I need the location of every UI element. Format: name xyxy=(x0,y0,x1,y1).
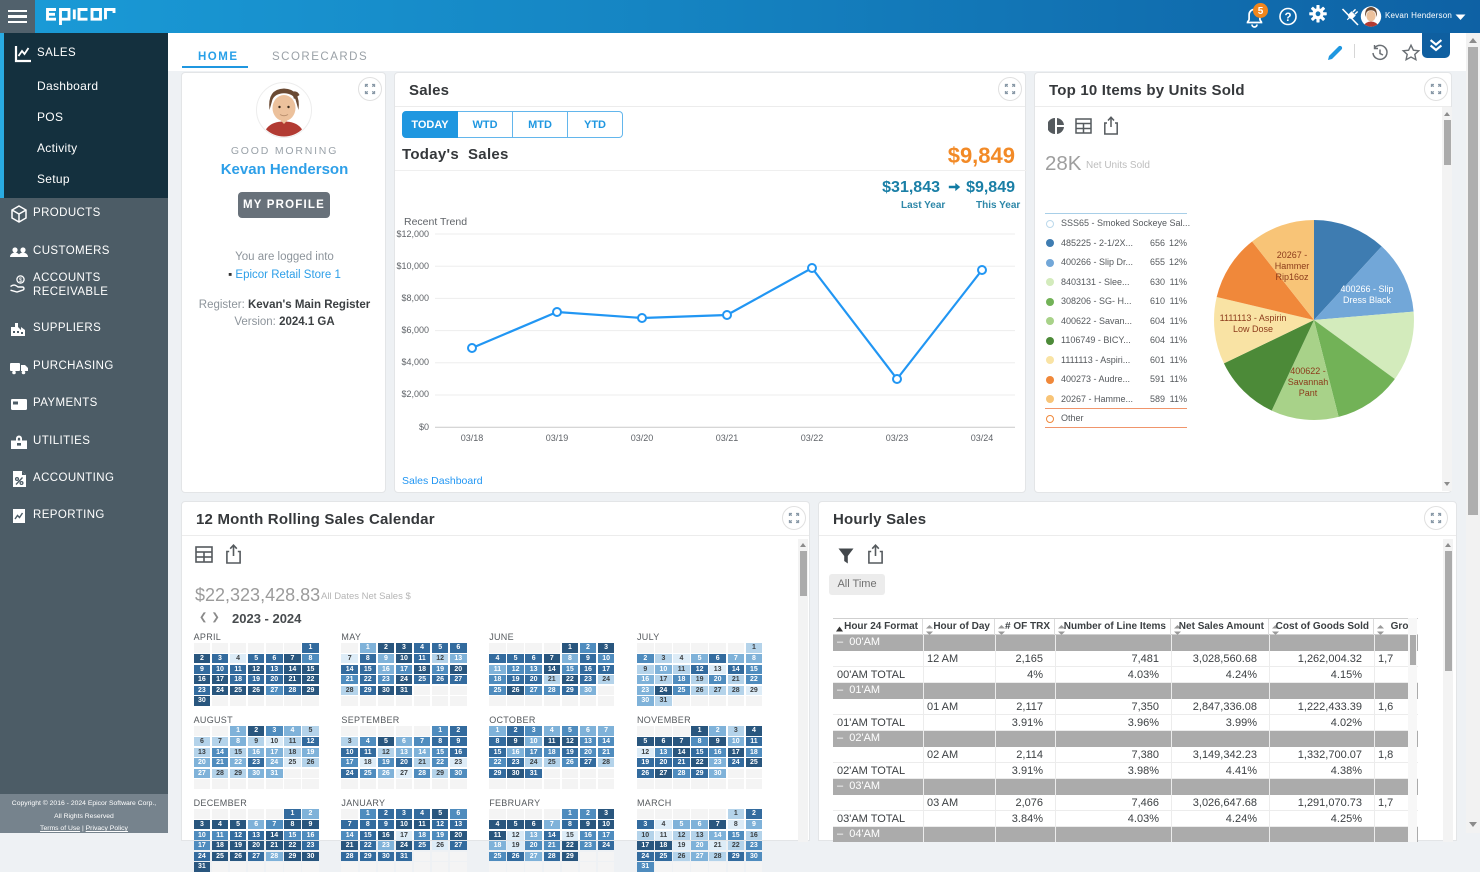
svg-text:03/24: 03/24 xyxy=(971,433,994,443)
svg-text:03/22: 03/22 xyxy=(801,433,824,443)
svg-text:?: ? xyxy=(1284,12,1291,24)
svg-text:$8,000: $8,000 xyxy=(401,293,429,303)
svg-text:400622 -: 400622 - xyxy=(1290,366,1326,376)
svg-text:03/20: 03/20 xyxy=(631,433,654,443)
svg-text:03/23: 03/23 xyxy=(886,433,909,443)
svg-text:1111113 - Aspirin: 1111113 - Aspirin xyxy=(1220,313,1287,323)
svg-text:Pant: Pant xyxy=(1299,388,1318,398)
svg-text:03/21: 03/21 xyxy=(716,433,739,443)
svg-text:400266 - Slip: 400266 - Slip xyxy=(1340,284,1393,294)
svg-text:$4,000: $4,000 xyxy=(401,357,429,367)
svg-text:Hammer: Hammer xyxy=(1275,261,1310,271)
svg-text:03/18: 03/18 xyxy=(461,433,484,443)
svg-text:$12,000: $12,000 xyxy=(396,229,429,239)
svg-text:Low Dose: Low Dose xyxy=(1233,324,1273,334)
svg-text:20267 -: 20267 - xyxy=(1277,250,1308,260)
svg-text:$0: $0 xyxy=(419,422,429,432)
svg-text:$6,000: $6,000 xyxy=(401,325,429,335)
svg-text:Dress Black: Dress Black xyxy=(1343,295,1392,305)
svg-text:Savannah: Savannah xyxy=(1288,377,1329,387)
svg-text:$: $ xyxy=(19,277,23,284)
svg-text:Rip16oz: Rip16oz xyxy=(1275,272,1309,282)
svg-text:5: 5 xyxy=(1258,6,1264,17)
svg-text:03/19: 03/19 xyxy=(546,433,569,443)
svg-text:$10,000: $10,000 xyxy=(396,261,429,271)
svg-text:$2,000: $2,000 xyxy=(401,389,429,399)
